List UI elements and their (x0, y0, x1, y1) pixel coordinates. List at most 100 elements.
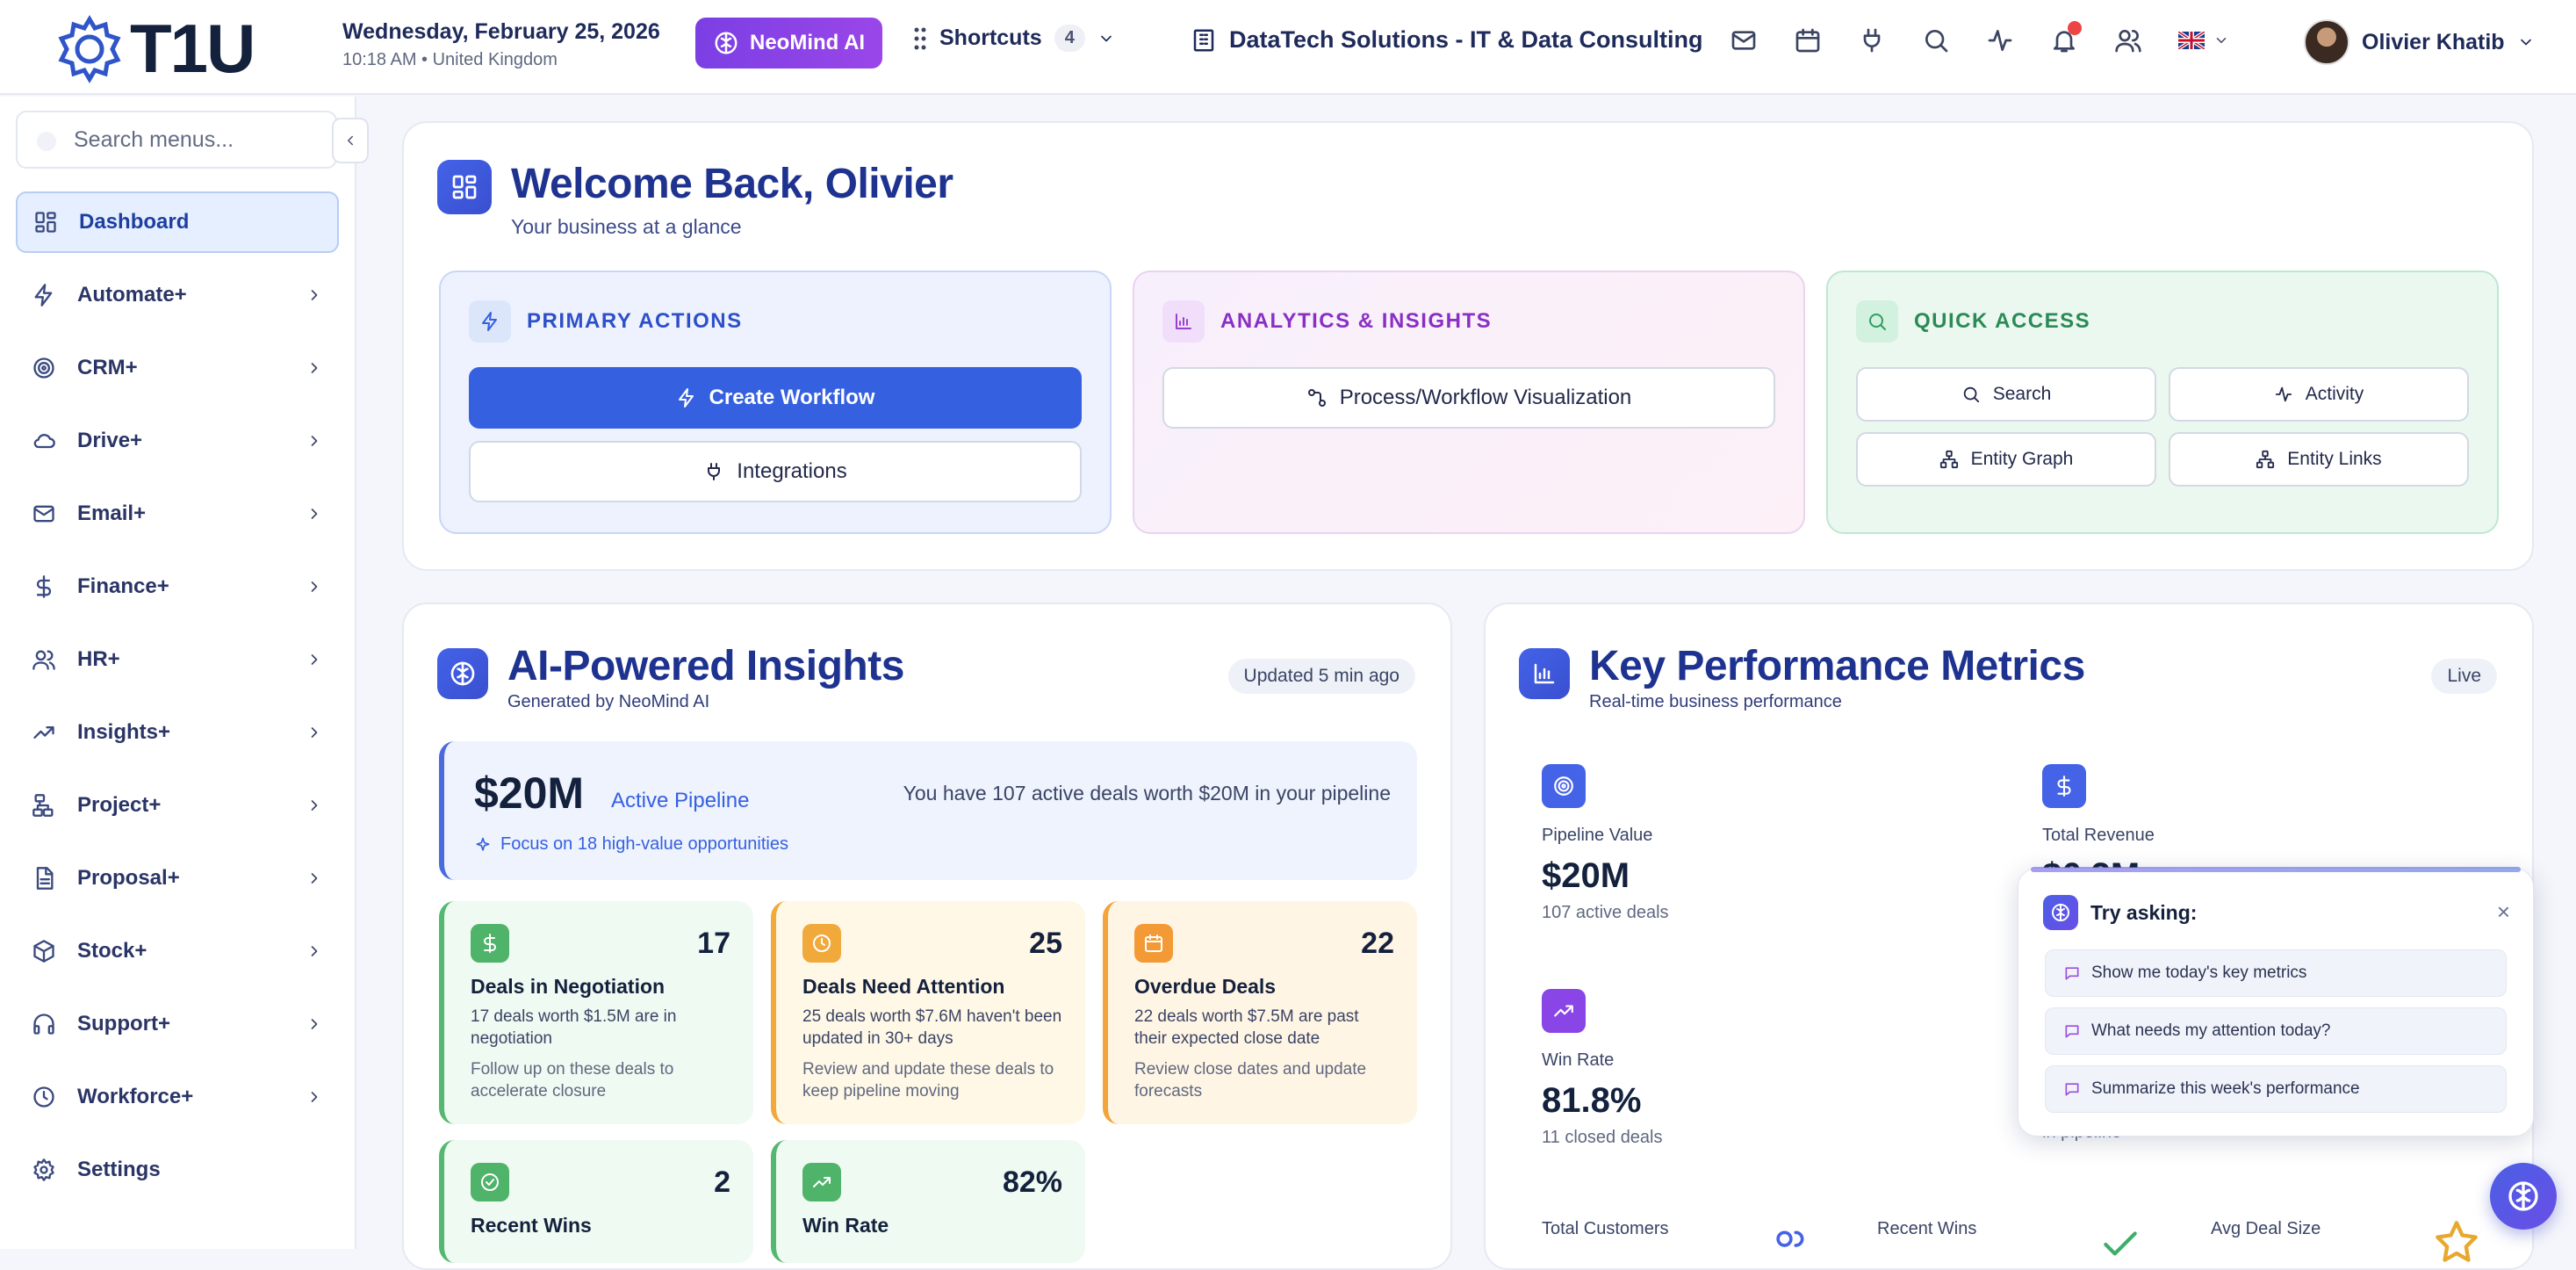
panel-title: PRIMARY ACTIONS (527, 309, 743, 333)
sidebar-item-email[interactable]: Email+ (16, 483, 339, 545)
company-name: DataTech Solutions - IT & Data Consultin… (1229, 26, 1703, 53)
plug-icon[interactable] (1858, 26, 1886, 54)
neomind-fab-button[interactable] (2490, 1163, 2557, 1230)
sidebar-item-stock[interactable]: Stock+ (16, 920, 339, 982)
bar-chart-icon (1519, 648, 1570, 699)
user-name: Olivier Khatib (2362, 29, 2505, 54)
bell-icon[interactable] (2050, 21, 2082, 54)
clock-icon (32, 1085, 60, 1109)
sidebar-item-project[interactable]: Project+ (16, 775, 339, 836)
neomind-ai-button[interactable]: NeoMind AI (695, 18, 883, 69)
sidebar-item-workforce[interactable]: Workforce+ (16, 1066, 339, 1128)
sidebar-item-label: Settings (77, 1158, 161, 1181)
metric-label: Win Rate (1542, 1050, 1615, 1070)
create-workflow-button[interactable]: Create Workflow (469, 367, 1082, 429)
avg-deal-size-label: Avg Deal Size (2211, 1219, 2321, 1238)
card-description: 17 deals worth $1.5M are in negotiation (471, 1007, 677, 1048)
entity-graph-button[interactable]: Entity Graph (1856, 432, 2156, 487)
sidebar-item-insights[interactable]: Insights+ (16, 702, 339, 763)
quick-access-panel: QUICK ACCESS Search Activity Entity Grap… (1826, 271, 2499, 534)
trend-icon (32, 720, 60, 745)
language-selector[interactable] (2178, 32, 2229, 49)
panel-title: ANALYTICS & INSIGHTS (1220, 309, 1493, 333)
users-icon (32, 647, 60, 672)
chevron-down-icon (2216, 38, 2227, 43)
calendar-icon[interactable] (1794, 26, 1822, 54)
sidebar-item-label: Stock+ (77, 939, 148, 963)
dollar-icon (2042, 764, 2086, 808)
date-text: Wednesday, February 25, 2026 (342, 19, 660, 44)
logo-text: T1U (130, 10, 255, 87)
brain-icon (715, 32, 738, 54)
user-menu[interactable]: Olivier Khatib (2304, 19, 2535, 65)
sidebar-item-label: Email+ (77, 502, 147, 525)
analytics-panel: ANALYTICS & INSIGHTS Process/Workflow Vi… (1133, 271, 1805, 534)
star-icon (2434, 1219, 2479, 1265)
users-icon[interactable] (2114, 26, 2142, 54)
dashboard-tile-icon (437, 160, 492, 214)
dollar-icon (471, 924, 509, 963)
sidebar-item-settings[interactable]: Settings (16, 1139, 339, 1201)
search-menus-input[interactable]: Search menus... (16, 111, 337, 169)
sidebar-item-drive[interactable]: Drive+ (16, 410, 339, 472)
live-badge: Live (2431, 659, 2497, 694)
process-visualization-button[interactable]: Process/Workflow Visualization (1162, 367, 1775, 429)
suggestion-item[interactable]: Show me today's key metrics (2045, 949, 2507, 997)
suggestion-item[interactable]: Summarize this week's performance (2045, 1065, 2507, 1113)
win-rate-card[interactable]: 82% Win Rate (771, 1140, 1085, 1263)
try-asking-popup: Try asking: × Show me today's key metric… (2018, 867, 2534, 1137)
pipeline-value-metric[interactable]: Pipeline Value $20M 107 active deals (1542, 764, 1669, 923)
suggestion-text: Summarize this week's performance (2091, 1079, 2360, 1098)
building-icon (1193, 29, 1214, 51)
card-title: Overdue Deals (1134, 975, 1277, 998)
sidebar-item-label: Drive+ (77, 429, 143, 452)
suggestion-text: What needs my attention today? (2091, 1021, 2331, 1040)
quick-search-label: Search (1992, 384, 2052, 404)
sidebar-item-label: Support+ (77, 1012, 170, 1035)
chevron-right-icon (306, 724, 323, 741)
recent-wins-label: Recent Wins (1877, 1219, 1977, 1238)
sidebar-item-hr[interactable]: HR+ (16, 629, 339, 690)
mail-icon[interactable] (1730, 26, 1758, 54)
card-count: 25 (1029, 926, 1062, 960)
metric-value: 81.8% (1542, 1081, 1642, 1120)
win-rate-metric[interactable]: Win Rate 81.8% 11 closed deals (1542, 989, 1663, 1148)
deals-attention-card[interactable]: 25 Deals Need Attention 25 deals worth $… (771, 901, 1085, 1124)
suggestion-item[interactable]: What needs my attention today? (2045, 1007, 2507, 1055)
overdue-deals-card[interactable]: 22 Overdue Deals 22 deals worth $7.5M ar… (1103, 901, 1417, 1124)
card-count: 2 (714, 1165, 730, 1199)
quick-activity-button[interactable]: Activity (2169, 367, 2469, 422)
metric-sub: 107 active deals (1542, 903, 1669, 922)
logo[interactable]: T1U (54, 9, 255, 89)
company-selector[interactable]: DataTech Solutions - IT & Data Consultin… (1191, 26, 1703, 54)
sidebar-item-label: Proposal+ (77, 866, 180, 890)
hierarchy-icon (1939, 450, 1958, 469)
integrations-button[interactable]: Integrations (469, 441, 1082, 502)
card-count: 22 (1361, 926, 1394, 960)
sidebar-item-dashboard[interactable]: Dashboard (16, 191, 339, 253)
card-recommendation: Review and update these deals to keep pi… (802, 1060, 1054, 1100)
sidebar-item-support[interactable]: Support+ (16, 993, 339, 1055)
try-asking-header: Try asking: (2043, 895, 2197, 930)
sidebar-item-automate[interactable]: Automate+ (16, 264, 339, 326)
bolt-icon (32, 283, 60, 307)
recent-wins-card[interactable]: 2 Recent Wins (439, 1140, 753, 1263)
check-icon (2098, 1223, 2142, 1266)
sidebar-item-finance[interactable]: Finance+ (16, 556, 339, 617)
pipeline-label: Active Pipeline (611, 789, 750, 812)
pipeline-focus[interactable]: Focus on 18 high-value opportunities (474, 834, 788, 855)
activity-icon[interactable] (1986, 26, 2014, 54)
search-icon[interactable] (1922, 26, 1950, 54)
sidebar-item-label: CRM+ (77, 356, 138, 379)
sidebar-item-crm[interactable]: CRM+ (16, 337, 339, 399)
collapse-sidebar-button[interactable] (332, 118, 369, 163)
entity-links-button[interactable]: Entity Links (2169, 432, 2469, 487)
notification-dot (2068, 21, 2082, 35)
deals-negotiation-card[interactable]: 17 Deals in Negotiation 17 deals worth $… (439, 901, 753, 1124)
neomind-label: NeoMind AI (750, 31, 866, 54)
quick-search-button[interactable]: Search (1856, 367, 2156, 422)
sidebar-item-proposal[interactable]: Proposal+ (16, 848, 339, 909)
close-icon[interactable]: × (2496, 898, 2510, 925)
chevron-right-icon (306, 651, 323, 668)
shortcuts-dropdown[interactable]: Shortcuts 4 (913, 25, 1115, 52)
